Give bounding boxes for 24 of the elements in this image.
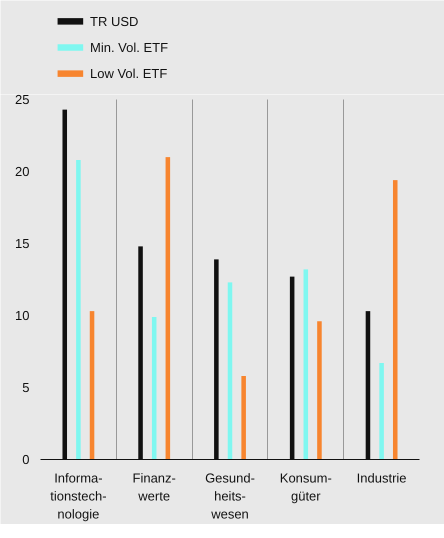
bar: [241, 376, 246, 460]
y-tick-label: 20: [15, 164, 30, 179]
bar: [379, 363, 384, 460]
bar: [76, 160, 81, 460]
x-tick-label: Industrie: [356, 470, 407, 486]
legend-label: TR USD: [90, 14, 138, 29]
y-tick-label: 15: [15, 236, 30, 251]
y-tick-label: 25: [15, 92, 30, 107]
bar: [152, 316, 156, 460]
legend-label: Low Vol. ETF: [90, 66, 168, 82]
bar: [317, 321, 322, 460]
x-tick-label: Informa- tionstech- nologie: [50, 470, 107, 522]
bar: [166, 157, 170, 460]
bar: [392, 180, 398, 460]
legend-label: Min. Vol. ETF: [90, 40, 168, 55]
x-tick-label: Finanz- werte: [132, 470, 176, 504]
x-tick-label: Gesund- heits- wesen: [205, 470, 255, 522]
y-tick-label: 5: [22, 380, 30, 395]
y-tick-label: 10: [15, 308, 30, 323]
bar: [304, 269, 308, 460]
bar: [228, 282, 232, 460]
bar: [90, 311, 94, 460]
y-tick-label: 0: [22, 452, 30, 467]
x-tick-label: Konsum- güter: [280, 470, 332, 504]
